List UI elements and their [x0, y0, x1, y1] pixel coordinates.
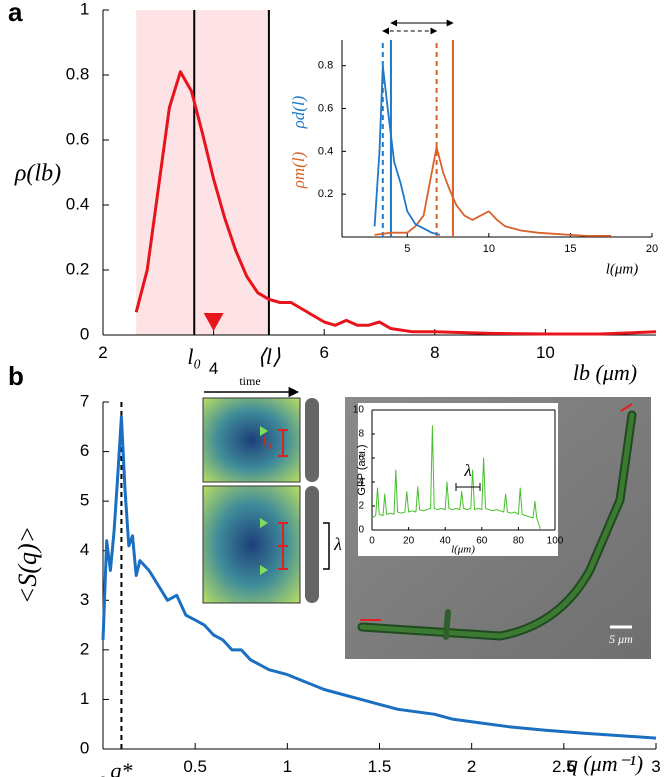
x-tick-label: 6	[319, 343, 328, 362]
y-tick-label: 0	[358, 525, 364, 536]
inset-background	[358, 403, 558, 556]
kymograph-bottom	[202, 485, 301, 604]
kymograph-top	[202, 397, 301, 483]
y-axis-label: GFP (a.u.)	[356, 444, 368, 495]
x-tick-label: 2	[467, 757, 476, 776]
time-label: time	[239, 374, 260, 388]
series-line	[373, 64, 441, 236]
annotation: λ	[463, 461, 471, 480]
y-axis-label: <S(q)>	[13, 526, 42, 604]
x-axis-label: q (μm⁻¹)	[567, 751, 643, 776]
x-tick-label: 2.5	[552, 757, 576, 776]
x-tick-label: 20	[646, 243, 658, 255]
y-tick-label: 2	[80, 639, 89, 658]
x-tick-label: 0	[369, 536, 375, 547]
bacterium-branch	[443, 609, 451, 640]
series-line	[374, 146, 612, 237]
panel-label: a	[8, 0, 23, 27]
y-tick-label: 0	[80, 324, 89, 343]
series-line	[134, 70, 657, 336]
x-tick-label: 10	[483, 243, 495, 255]
l0-label: l₀	[262, 434, 272, 451]
y-tick-label: 1	[80, 689, 89, 708]
y-tick-label: 3	[80, 590, 89, 609]
y-axis-label: ρ(lb)	[14, 161, 61, 187]
cell-icon	[305, 486, 319, 603]
y-tick-label: 5	[80, 491, 89, 510]
x-tick-label: 40	[440, 536, 452, 547]
x-tick-label: 2	[98, 343, 107, 362]
x-axis-label: lb (μm)	[573, 360, 637, 385]
x-tick-label: 1.5	[368, 757, 392, 776]
y-tick-label: 0.8	[318, 60, 333, 72]
scale-marker	[620, 403, 633, 412]
series-line	[371, 425, 541, 529]
y-tick-label: 0.6	[66, 129, 90, 148]
y-tick-label: 4	[80, 540, 89, 559]
y-tick-label: 2	[358, 501, 364, 512]
scale-label: 5 μm	[609, 632, 633, 646]
x-tick-label: 5	[404, 243, 410, 255]
series-line	[101, 415, 657, 740]
y-tick-label: 0.2	[318, 188, 333, 200]
x-tick-label: 100	[547, 536, 564, 547]
reference-label: l₀	[187, 344, 201, 369]
y-tick-label: 6	[358, 453, 364, 464]
y-tick-label: 4	[358, 477, 364, 488]
x-axis-label: l(μm)	[451, 544, 475, 556]
reference-label: q*	[110, 758, 132, 777]
y-tick-label: 6	[80, 441, 89, 460]
x-tick-label: 0.5	[183, 757, 207, 776]
reference-label: ⟨l⟩	[257, 344, 281, 369]
x-tick-label: 80	[513, 536, 525, 547]
y-tick-label: 0.8	[66, 64, 90, 83]
lambda-label: λ	[333, 534, 342, 554]
x-tick-label: 1	[283, 757, 292, 776]
x-tick-label: 0	[98, 773, 107, 777]
lambda-bar	[455, 483, 481, 491]
y-tick-label: 7	[80, 391, 89, 410]
y-tick-label: 0.4	[66, 194, 90, 213]
bacterium-core	[359, 412, 635, 639]
x-tick-label: 3	[651, 757, 660, 776]
x-tick-label: 4	[209, 359, 218, 378]
legend-entry: ρm(l)	[289, 151, 308, 189]
legend-entry: ρd(l)	[289, 95, 308, 129]
y-tick-label: 10	[353, 405, 365, 416]
shaded-region	[136, 10, 269, 335]
y-tick-label: 0.6	[318, 102, 333, 114]
lambda-bracket	[323, 522, 330, 570]
x-tick-label: 20	[403, 536, 415, 547]
x-tick-label: 8	[430, 343, 439, 362]
cell-icon	[305, 398, 319, 482]
panel-label: b	[8, 361, 24, 391]
x-tick-label: 15	[564, 243, 576, 255]
x-axis-label: l(μm)	[606, 261, 639, 277]
triangle-marker	[203, 313, 224, 331]
y-tick-label: 0	[80, 738, 89, 757]
y-tick-label: 0.4	[318, 145, 333, 157]
y-tick-label: 0.2	[66, 259, 90, 278]
y-tick-label: 1	[80, 0, 89, 18]
y-tick-label: 8	[358, 429, 364, 440]
x-tick-label: 10	[536, 343, 555, 362]
x-tick-label: 60	[476, 536, 488, 547]
length-bar	[278, 429, 288, 570]
